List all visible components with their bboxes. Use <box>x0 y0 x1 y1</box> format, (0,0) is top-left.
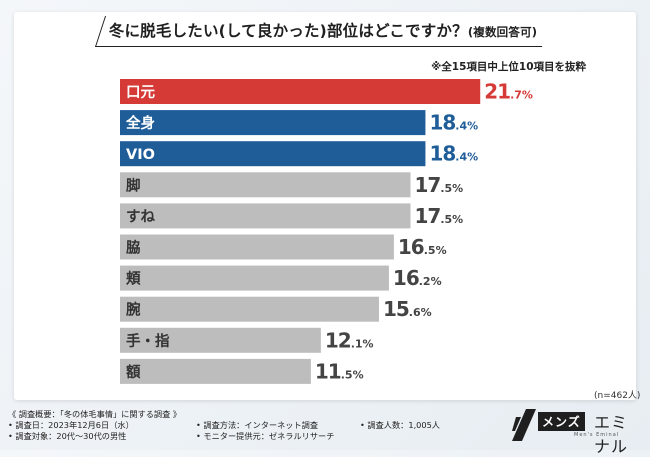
bar-label-3: 脚 <box>126 177 141 194</box>
survey-date: • 調査日：2023年12月6日（水） <box>8 420 134 430</box>
chart-title: 冬に脱毛したい(して良かった)部位はどこですか？(複数回答可) <box>100 19 546 41</box>
bar-0 <box>120 79 481 104</box>
value-label-9: 11.5% <box>315 359 364 383</box>
chart-subtitle: (複数回答可) <box>467 25 538 39</box>
logo-mark-icon <box>512 409 536 441</box>
bar-1 <box>120 110 426 136</box>
value-label-2: 18.4% <box>429 142 478 166</box>
value-label-1: 18.4% <box>429 111 478 135</box>
bar-5 <box>120 234 394 260</box>
value-label-5: 16.5% <box>398 235 447 259</box>
chart-title-main: 冬に脱毛したい(して良かった)部位はどこですか？ <box>108 22 468 40</box>
bar-7 <box>120 296 379 322</box>
bar-label-7: 腕 <box>126 301 141 319</box>
value-label-4: 17.5% <box>415 204 464 228</box>
bar-6 <box>120 265 389 291</box>
bar-label-8: 手・指 <box>126 332 170 350</box>
bar-4 <box>120 203 411 229</box>
survey-target: • 調査対象：20代～30代の男性 <box>8 431 127 441</box>
bar-label-1: 全身 <box>125 114 155 132</box>
value-label-6: 16.2% <box>393 266 442 290</box>
bar-label-6: 頬 <box>126 270 141 288</box>
value-label-8: 12.1% <box>325 328 374 352</box>
bar-8 <box>120 327 321 353</box>
bar-9 <box>120 358 311 384</box>
sample-size: (n=462人) <box>594 391 641 401</box>
survey-method: • 調査方法：インターネット調査 <box>196 420 319 430</box>
bar-label-2: VIO <box>126 147 155 163</box>
bar-2 <box>120 141 426 167</box>
bar-3 <box>120 172 411 198</box>
bar-label-4: すね <box>126 208 155 225</box>
logo-subtext: Men's Eminal <box>574 432 620 438</box>
survey-heading: 《 調査概要：「冬の体毛事情」に関する調査 》 <box>8 409 182 419</box>
value-label-3: 17.5% <box>415 173 464 197</box>
brand-logo: メンズ エミナル Men's Eminal <box>512 407 644 456</box>
logo-box-text: メンズ <box>538 412 585 431</box>
bar-label-9: 額 <box>125 363 141 381</box>
survey-provider: • モニター提供元：ゼネラルリサーチ <box>196 431 335 441</box>
value-label-0: 21.7% <box>484 80 533 104</box>
bar-label-5: 脇 <box>126 239 141 257</box>
survey-count: • 調査人数：1,005人 <box>360 420 440 430</box>
value-label-7: 15.6% <box>383 297 432 321</box>
chart-note: ※全15項目中上位10項目を抜粋 <box>431 61 586 73</box>
bar-label-0: 口元 <box>126 84 155 101</box>
